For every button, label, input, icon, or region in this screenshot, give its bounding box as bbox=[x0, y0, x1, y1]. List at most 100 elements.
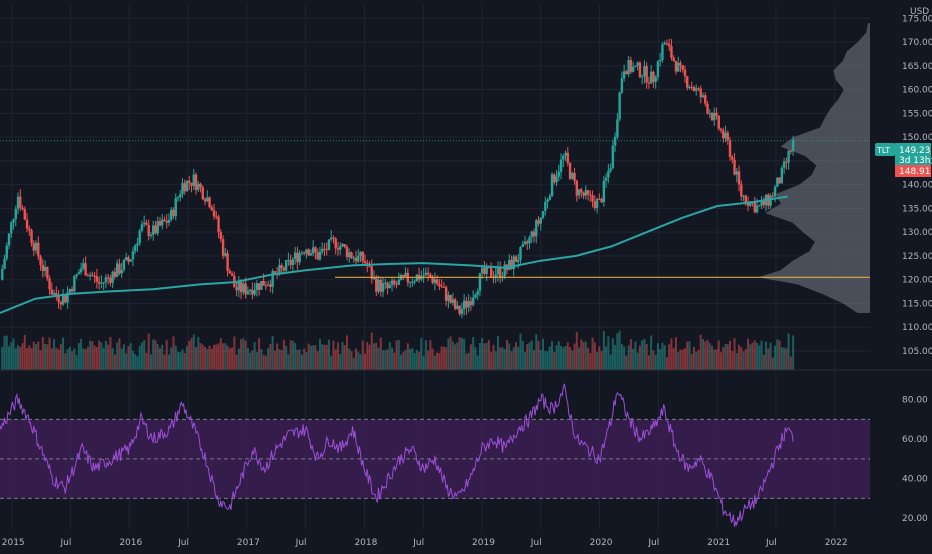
volume-bar bbox=[645, 344, 648, 370]
volume-bar bbox=[237, 348, 240, 370]
candle-body bbox=[753, 202, 757, 213]
candle-body bbox=[562, 155, 565, 160]
candle-body bbox=[257, 283, 261, 290]
volume-bar bbox=[726, 344, 729, 370]
volume-bar bbox=[602, 331, 605, 370]
candle-body bbox=[323, 248, 326, 250]
volume-bar bbox=[562, 347, 565, 370]
volume-bar bbox=[447, 338, 450, 370]
volume-bar bbox=[598, 346, 601, 370]
candle-body bbox=[208, 197, 211, 208]
candle-body bbox=[253, 290, 256, 295]
volume-bar bbox=[77, 343, 80, 370]
volume-bar bbox=[167, 354, 170, 370]
candle-body bbox=[115, 263, 119, 277]
candle-body bbox=[1, 268, 4, 280]
volume-bar bbox=[291, 340, 294, 370]
volume-bar bbox=[373, 343, 376, 370]
candle-body bbox=[37, 242, 40, 257]
volume-bar bbox=[246, 348, 249, 370]
candle-body bbox=[496, 267, 500, 275]
candle-body bbox=[573, 172, 576, 181]
candle-body bbox=[640, 76, 644, 78]
candle-body bbox=[460, 309, 464, 314]
candle-body bbox=[287, 260, 290, 262]
candle-body bbox=[330, 237, 333, 240]
candle-body bbox=[456, 305, 459, 309]
volume-bar bbox=[400, 354, 403, 370]
y-tick-label: 170.00 bbox=[902, 38, 932, 48]
volume-bar bbox=[688, 341, 691, 370]
candle-body bbox=[109, 277, 112, 283]
candle-body bbox=[152, 225, 155, 235]
candle-body bbox=[185, 180, 189, 192]
candle-body bbox=[555, 176, 558, 183]
candle-body bbox=[564, 152, 567, 156]
volume-bar bbox=[276, 343, 279, 370]
volume-bar bbox=[62, 337, 65, 370]
volume-bar bbox=[442, 346, 445, 370]
volume-bar bbox=[774, 345, 777, 370]
candle-body bbox=[59, 301, 63, 305]
volume-bar bbox=[143, 340, 146, 370]
candle-body bbox=[433, 279, 437, 283]
volume-bar bbox=[690, 353, 693, 370]
volume-bar bbox=[199, 343, 202, 370]
volume-bar bbox=[650, 335, 653, 370]
volume-bar bbox=[508, 343, 511, 370]
volume-bar bbox=[285, 345, 288, 370]
volume-bar bbox=[186, 345, 189, 370]
candle-body bbox=[701, 95, 705, 98]
volume-bar bbox=[66, 349, 69, 370]
candle-body bbox=[239, 282, 243, 293]
candle-body bbox=[589, 194, 592, 196]
candle-body bbox=[658, 59, 662, 62]
candle-body bbox=[122, 260, 126, 270]
volume-bar bbox=[715, 349, 718, 370]
candle-body bbox=[332, 237, 335, 239]
candle-body bbox=[224, 253, 227, 256]
volume-bar bbox=[100, 342, 103, 370]
candle-body bbox=[55, 293, 58, 296]
volume-bar bbox=[174, 345, 177, 370]
candle-body bbox=[514, 256, 518, 263]
volume-bar bbox=[575, 332, 578, 370]
candle-body bbox=[584, 190, 588, 196]
volume-bar bbox=[156, 344, 159, 370]
candle-body bbox=[39, 256, 42, 266]
candle-body bbox=[183, 183, 186, 192]
volume-bar bbox=[747, 338, 750, 370]
y-tick-label: 155.00 bbox=[902, 109, 932, 119]
candle-body bbox=[591, 195, 594, 202]
volume-bar bbox=[154, 340, 157, 370]
volume-bar bbox=[578, 347, 581, 370]
candle-body bbox=[649, 71, 653, 84]
candle-body bbox=[760, 200, 763, 206]
volume-bar bbox=[564, 345, 567, 370]
candle-body bbox=[271, 271, 274, 287]
candle-body bbox=[64, 295, 67, 303]
candle-body bbox=[695, 88, 698, 91]
volume-bar bbox=[528, 342, 531, 370]
volume-bar bbox=[695, 351, 698, 370]
volume-bar bbox=[587, 347, 590, 370]
candle-body bbox=[106, 277, 110, 279]
x-tick-label: 2019 bbox=[472, 538, 495, 548]
volume-bar bbox=[188, 341, 191, 370]
volume-bar bbox=[298, 349, 301, 370]
candle-body bbox=[557, 171, 560, 177]
volume-bar bbox=[300, 354, 303, 370]
candle-body bbox=[217, 216, 220, 233]
candle-body bbox=[30, 230, 33, 244]
volume-bar bbox=[215, 344, 218, 370]
candle-body bbox=[607, 170, 610, 178]
candle-body bbox=[192, 174, 195, 186]
candle-body bbox=[404, 272, 407, 277]
candle-body bbox=[465, 300, 468, 308]
candle-body bbox=[161, 219, 164, 226]
volume-bar bbox=[8, 346, 11, 370]
volume-bar bbox=[152, 339, 155, 370]
candle-body bbox=[593, 201, 597, 209]
candle-body bbox=[354, 257, 358, 262]
